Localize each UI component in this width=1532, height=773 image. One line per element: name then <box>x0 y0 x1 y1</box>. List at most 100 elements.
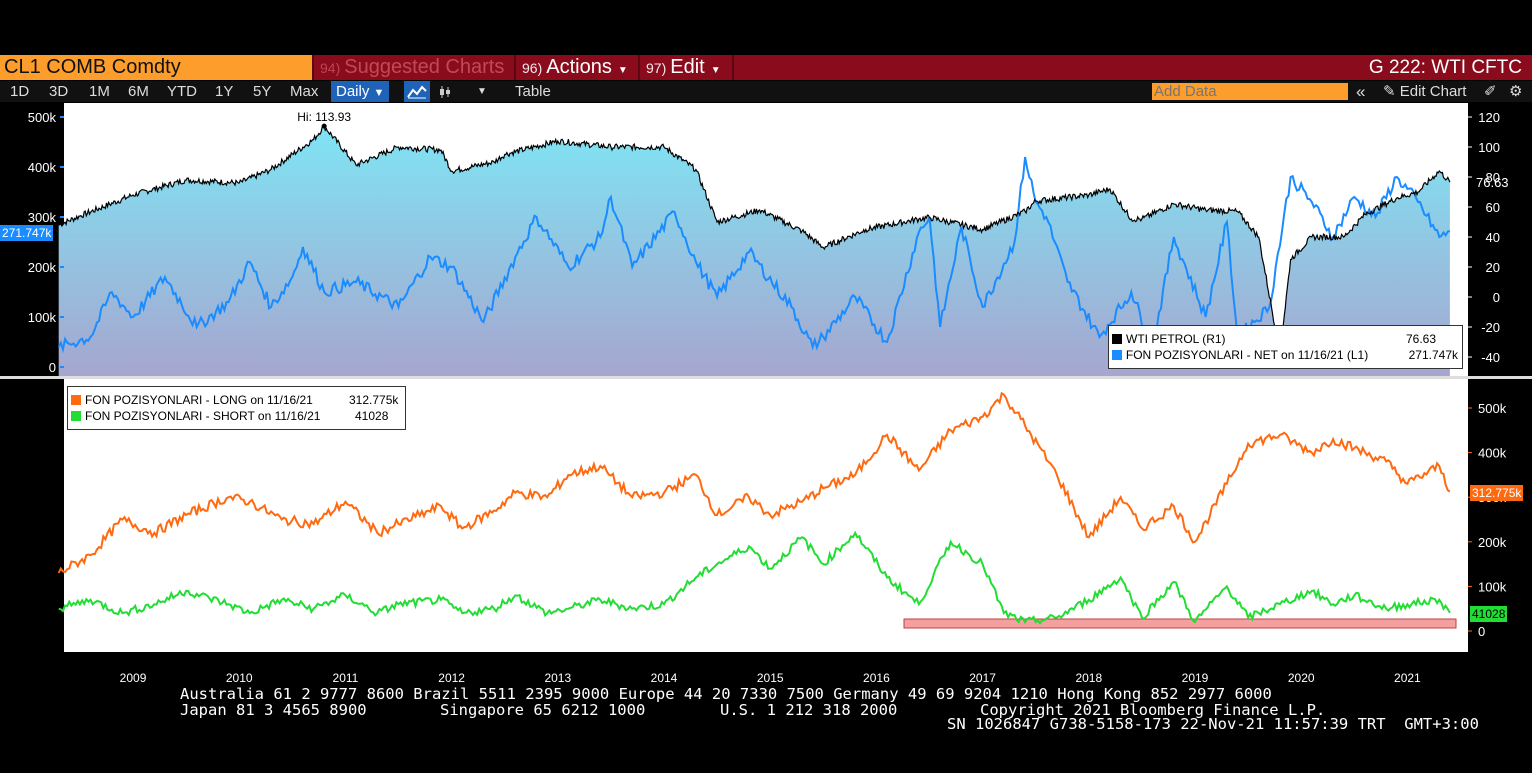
legend-swatch <box>1112 350 1122 360</box>
edit-chart-label: Edit Chart <box>1399 83 1467 100</box>
short-last-value-tag: 41028 <box>1470 606 1508 622</box>
pencil-icon: ✎ <box>1383 83 1396 100</box>
legend-label: FON POZISYONLARI - LONG on 11/16/21 <box>85 393 313 407</box>
legend-swatch <box>71 395 81 405</box>
x-axis: 2009 2010 2011 2012 2013 2014 2015 2016 2017 2018… <box>120 671 1421 685</box>
candlestick-icon[interactable] <box>438 81 452 102</box>
x-axis-year-label: 2011 <box>333 671 359 685</box>
left-axis-tick-label: 200k <box>28 260 57 275</box>
long-last-value-tag: 312.775k <box>1470 485 1524 501</box>
range-1y-button[interactable]: 1Y <box>215 83 234 100</box>
menu-number: 96) <box>522 60 543 76</box>
left-axis-tick-label: 0 <box>49 360 56 375</box>
table-button[interactable]: Table <box>515 83 551 100</box>
range-ytd-button[interactable]: YTD <box>167 83 197 100</box>
menu-number: 94) <box>320 60 341 76</box>
right-axis-tick-label: -20 <box>1481 320 1500 335</box>
range-5y-button[interactable]: 5Y <box>253 83 272 100</box>
annotate-icon[interactable]: ✐ <box>1484 83 1497 100</box>
range-max-button[interactable]: Max <box>290 83 319 100</box>
footer-contacts-japan: Japan 81 3 4565 8900 <box>180 701 367 719</box>
net-last-value-tag: 271.747k <box>0 225 54 241</box>
footer-contacts-singapore: Singapore 65 6212 1000 <box>440 701 646 719</box>
wti-price-line <box>58 124 1451 354</box>
legend-item: FON POZISYONLARI - NET on 11/16/21 (L1) … <box>1109 347 1462 363</box>
x-axis-year-label: 2009 <box>120 671 147 685</box>
range-3d-button[interactable]: 3D <box>49 83 69 100</box>
collapse-left-icon[interactable]: « <box>1356 82 1366 101</box>
menu-label: Edit <box>670 56 705 78</box>
edit-chart-button[interactable]: ✎ Edit Chart <box>1383 81 1466 102</box>
panel-resize-handle[interactable] <box>0 376 1532 379</box>
edit-menu[interactable]: 97) Edit ▼ <box>646 55 721 80</box>
footer-contacts-line1: Australia 61 2 9777 8600 Brazil 5511 239… <box>180 685 1272 703</box>
chart-title: G 222: WTI CFTC <box>1368 57 1522 78</box>
legend-item: FON POZISYONLARI - SHORT on 11/16/21 410… <box>68 408 405 424</box>
x-axis-year-label: 2010 <box>226 671 253 685</box>
caret-down-icon: ▼ <box>617 65 628 76</box>
actions-menu[interactable]: 96) Actions ▼ <box>522 55 628 80</box>
short-positions-line <box>58 530 1451 625</box>
x-axis-year-label: 2018 <box>1075 671 1102 685</box>
right-axis-tick-label: -40 <box>1481 350 1500 365</box>
upper-legend: WTI PETROL (R1) 76.63 FON POZISYONLARI -… <box>1108 325 1463 369</box>
caret-down-icon: ▼ <box>373 87 385 99</box>
long-positions-line <box>57 391 1451 574</box>
suggested-charts-menu[interactable]: 94) Suggested Charts <box>320 55 504 80</box>
upper-chart-panel: 0 100k 200k 300k 400k 500k -40 -20 0 20 40 60 80 100… <box>28 103 1509 376</box>
x-axis-year-label: 2019 <box>1182 671 1209 685</box>
legend-swatch <box>71 411 81 421</box>
range-1m-button[interactable]: 1M <box>89 83 110 100</box>
left-axis-tick-label: 300k <box>28 210 57 225</box>
menu-label: Actions <box>546 56 612 78</box>
x-axis-year-label: 2013 <box>544 671 571 685</box>
left-axis-tick-label: 400k <box>28 160 57 175</box>
gear-icon[interactable]: ⚙ <box>1509 83 1523 100</box>
legend-item: FON POZISYONLARI - LONG on 11/16/21 312.… <box>68 392 405 408</box>
lower-legend: FON POZISYONLARI - LONG on 11/16/21 312.… <box>67 386 406 430</box>
legend-value: 312.775k <box>349 393 399 407</box>
right-axis-tick-label: 60 <box>1486 200 1500 215</box>
legend-value: 41028 <box>355 409 389 423</box>
legend-value: 271.747k <box>1408 348 1458 362</box>
right-axis-tick-label: 40 <box>1486 230 1500 245</box>
footer-contacts-us: U.S. 1 212 318 2000 <box>720 701 898 719</box>
legend-item: WTI PETROL (R1) 76.63 <box>1109 331 1462 347</box>
right-axis-tick-label: 100 <box>1478 140 1500 155</box>
x-axis-year-label: 2015 <box>757 671 784 685</box>
divider <box>638 55 640 80</box>
right-axis-tick-label: 0 <box>1493 290 1500 305</box>
left-axis-tick-label: 100k <box>28 310 57 325</box>
legend-value: 76.63 <box>1405 332 1436 346</box>
x-axis-year-label: 2020 <box>1288 671 1315 685</box>
menu-number: 97) <box>646 60 667 76</box>
legend-swatch <box>1112 334 1122 344</box>
right-axis-tick-label: 80 <box>1486 170 1500 185</box>
lower-right-axis-tick-label: 500k <box>1478 401 1507 416</box>
period-select[interactable]: Daily ▼ <box>331 81 390 102</box>
legend-label: WTI PETROL (R1) <box>1126 332 1226 346</box>
highlight-band <box>903 618 1457 629</box>
ticker-field[interactable]: CL1 COMB Comdty <box>0 55 312 80</box>
range-1d-button[interactable]: 1D <box>10 83 30 100</box>
wti-last-value-label: 76.63 <box>1476 175 1509 190</box>
period-value: Daily <box>336 83 370 100</box>
high-marker <box>321 123 327 129</box>
divider <box>312 55 314 80</box>
lower-right-axis-tick-label: 200k <box>1478 535 1507 550</box>
divider <box>514 55 516 80</box>
x-axis-year-label: 2017 <box>969 671 996 685</box>
chart-options-dropdown-icon[interactable]: ▼ <box>477 86 487 97</box>
add-data-input[interactable] <box>1152 83 1348 100</box>
line-chart-icon[interactable] <box>404 81 430 102</box>
range-6m-button[interactable]: 6M <box>128 83 149 100</box>
lower-right-axis-tick-label: 100k <box>1478 579 1507 594</box>
high-annotation: Hi: 113.93 <box>297 110 351 124</box>
right-axis-tick-label: 20 <box>1486 260 1500 275</box>
net-positions-line <box>57 156 1451 354</box>
x-axis-year-label: 2014 <box>651 671 678 685</box>
legend-label: FON POZISYONLARI - NET on 11/16/21 (L1) <box>1125 348 1369 362</box>
legend-label: FON POZISYONLARI - SHORT on 11/16/21 <box>85 409 321 423</box>
footer-copyright: Copyright 2021 Bloomberg Finance L.P. <box>980 701 1326 719</box>
menu-label: Suggested Charts <box>344 56 505 78</box>
